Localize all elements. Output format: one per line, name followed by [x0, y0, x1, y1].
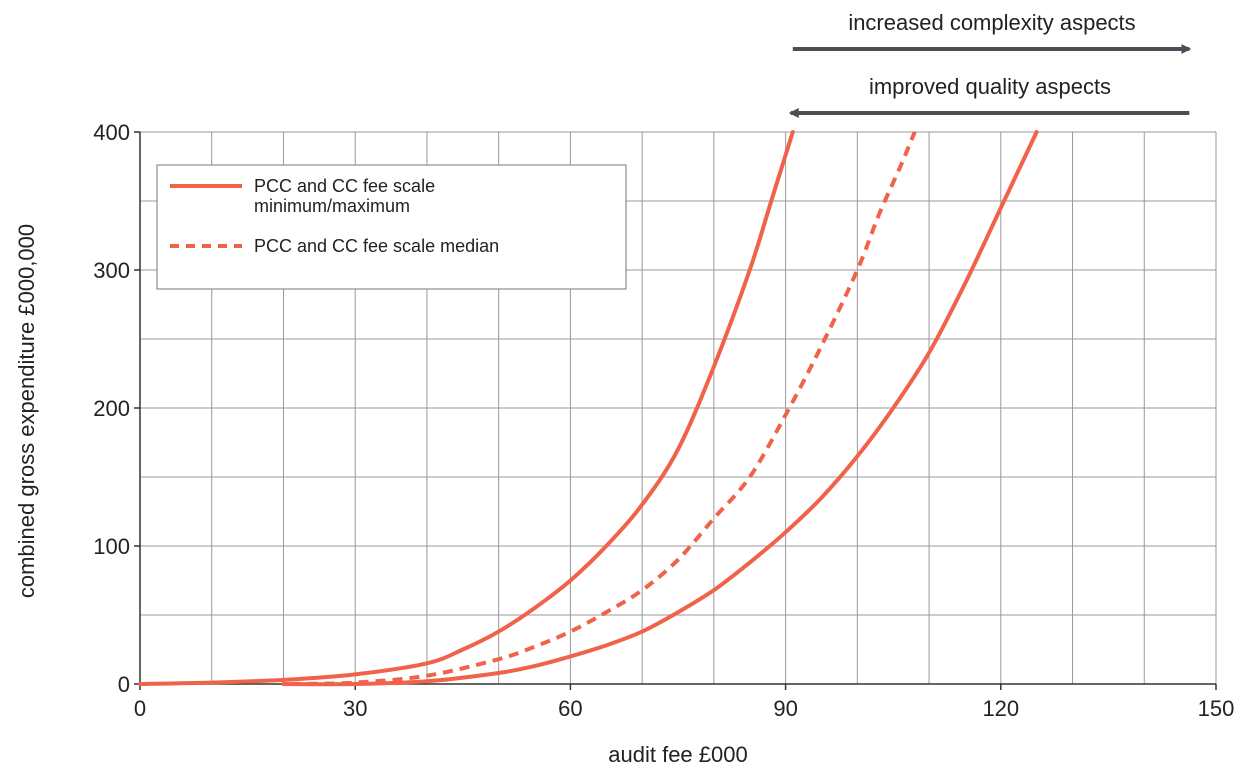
annotation-quality-label: improved quality aspects: [869, 74, 1111, 99]
y-tick-label: 200: [93, 396, 130, 421]
annotation-complexity-label: increased complexity aspects: [848, 10, 1135, 35]
y-tick-label: 300: [93, 258, 130, 283]
legend-label-minmax-line1: PCC and CC fee scale: [254, 176, 435, 196]
series-minimum-line: [281, 130, 1039, 687]
series-median-line: [290, 131, 917, 686]
x-tick-label: 150: [1198, 696, 1235, 721]
legend-label-minmax-line2: minimum/maximum: [254, 196, 410, 216]
y-tick-label: 400: [93, 120, 130, 145]
x-tick-label: 120: [982, 696, 1019, 721]
legend-label-median: PCC and CC fee scale median: [254, 236, 499, 256]
x-tick-label: 0: [134, 696, 146, 721]
x-axis-title: audit fee £000: [608, 742, 747, 767]
x-tick-label: 30: [343, 696, 367, 721]
y-tick-label: 100: [93, 534, 130, 559]
y-tick-label: 0: [118, 672, 130, 697]
series-maximum-line: [138, 130, 795, 686]
y-axis-title: combined gross expenditure £000,000: [14, 224, 39, 598]
legend: PCC and CC fee scale minimum/maximum PCC…: [156, 164, 627, 290]
x-tick-label: 60: [558, 696, 582, 721]
annotations: increased complexity aspects improved qu…: [788, 10, 1192, 118]
series: [138, 130, 1039, 687]
x-tick-label: 90: [773, 696, 797, 721]
